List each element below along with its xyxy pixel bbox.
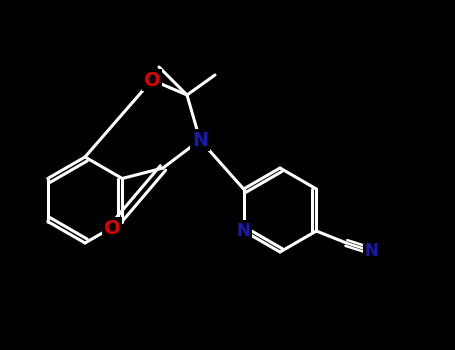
Text: N: N (364, 242, 378, 260)
Text: N: N (237, 222, 251, 240)
Text: O: O (144, 70, 160, 90)
Text: N: N (192, 131, 208, 149)
Text: O: O (104, 218, 120, 238)
